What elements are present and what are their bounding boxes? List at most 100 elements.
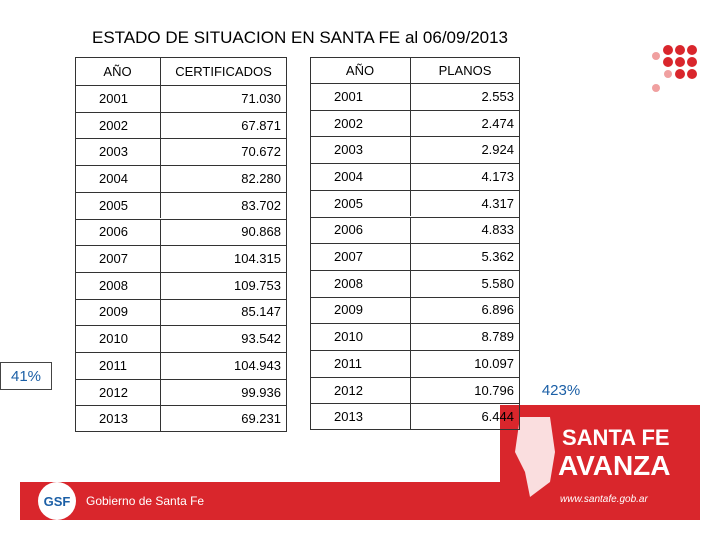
row-line <box>75 378 287 380</box>
value-cell: 6.444 <box>481 409 514 425</box>
row-line <box>310 269 520 271</box>
row-line <box>75 405 287 407</box>
value-cell: 4.173 <box>481 168 514 184</box>
value-cell: 104.943 <box>234 357 281 373</box>
right-percentage: 423% <box>528 378 594 402</box>
value-cell: 4.317 <box>481 195 514 211</box>
row-line <box>75 218 287 220</box>
column-divider <box>410 83 411 110</box>
row-line <box>310 376 520 378</box>
value-cell: 71.030 <box>241 90 281 106</box>
year-cell: 2002 <box>99 117 128 133</box>
row-line <box>310 350 520 351</box>
column-divider <box>160 191 161 219</box>
column-header: AÑO <box>103 63 132 79</box>
column-header: CERTIFICADOS <box>175 63 272 79</box>
row-line <box>310 189 520 191</box>
column-divider <box>410 296 411 324</box>
row-line <box>310 323 520 325</box>
value-cell: 5.580 <box>481 275 514 291</box>
value-cell: 69.231 <box>241 411 281 427</box>
year-cell: 2012 <box>99 384 128 400</box>
column-divider <box>160 111 161 139</box>
year-cell: 2010 <box>99 331 128 347</box>
year-cell: 2005 <box>99 197 128 213</box>
column-divider <box>160 57 161 85</box>
column-divider <box>410 323 411 350</box>
dots-decoration <box>652 45 697 92</box>
province-map <box>515 417 555 497</box>
column-divider <box>160 165 161 192</box>
row-line <box>310 403 520 405</box>
year-cell: 2004 <box>334 168 363 184</box>
row-line <box>75 245 287 247</box>
row-line <box>75 165 287 167</box>
row-line <box>75 138 287 140</box>
value-cell: 5.362 <box>481 249 514 265</box>
row-line <box>75 298 287 300</box>
year-cell: 2003 <box>99 144 128 160</box>
year-cell: 2009 <box>99 304 128 320</box>
row-line <box>75 271 287 273</box>
year-cell: 2006 <box>334 222 363 238</box>
value-cell: 10.097 <box>474 355 514 371</box>
value-cell: 67.871 <box>241 117 281 133</box>
column-divider <box>160 325 161 352</box>
column-divider <box>410 109 411 137</box>
footer-logo: GSF <box>38 482 76 520</box>
year-cell: 2003 <box>334 142 363 158</box>
year-cell: 2008 <box>99 277 128 293</box>
column-divider <box>410 269 411 297</box>
brand-url: www.santafe.gob.ar <box>560 494 648 505</box>
column-divider <box>160 218 161 246</box>
year-cell: 2004 <box>99 170 128 186</box>
column-divider <box>160 271 161 299</box>
year-cell: 2007 <box>99 251 128 267</box>
year-cell: 2007 <box>334 249 363 265</box>
column-divider <box>410 403 411 431</box>
year-cell: 2012 <box>334 382 363 398</box>
value-cell: 109.753 <box>234 277 281 293</box>
value-cell: 99.936 <box>241 384 281 400</box>
value-cell: 4.833 <box>481 222 514 238</box>
row-line <box>310 243 520 245</box>
row-line <box>75 191 287 193</box>
row-line <box>75 111 287 113</box>
column-divider <box>410 57 411 83</box>
column-divider <box>410 376 411 404</box>
brand-line1: SANTA FE <box>562 425 670 450</box>
row-line <box>310 163 520 165</box>
year-cell: 2006 <box>99 224 128 240</box>
table-border <box>75 57 287 433</box>
value-cell: 2.924 <box>481 142 514 158</box>
column-divider <box>160 405 161 433</box>
column-divider <box>160 352 161 379</box>
column-divider <box>410 216 411 244</box>
column-header: PLANOS <box>438 62 492 78</box>
slide-title: ESTADO DE SITUACION EN SANTA FE al 06/09… <box>92 28 509 47</box>
year-cell: 2010 <box>334 329 363 345</box>
row-line <box>310 136 520 138</box>
left-percentage: 41% <box>0 362 52 390</box>
value-cell: 85.147 <box>241 304 281 320</box>
year-cell: 2008 <box>334 275 363 291</box>
column-divider <box>410 136 411 164</box>
year-cell: 2009 <box>334 302 363 318</box>
value-cell: 8.789 <box>481 329 514 345</box>
row-line <box>310 296 520 298</box>
column-divider <box>410 243 411 270</box>
year-cell: 2005 <box>334 195 363 211</box>
brand-line2: AVANZA <box>558 450 671 481</box>
value-cell: 90.868 <box>241 224 281 240</box>
year-cell: 2002 <box>334 115 363 131</box>
column-divider <box>160 378 161 406</box>
value-cell: 93.542 <box>241 331 281 347</box>
value-cell: 104.315 <box>234 251 281 267</box>
column-divider <box>160 85 161 112</box>
row-line <box>75 352 287 353</box>
value-cell: 6.896 <box>481 302 514 318</box>
year-cell: 2011 <box>99 357 127 373</box>
column-divider <box>160 138 161 166</box>
column-divider <box>410 163 411 190</box>
